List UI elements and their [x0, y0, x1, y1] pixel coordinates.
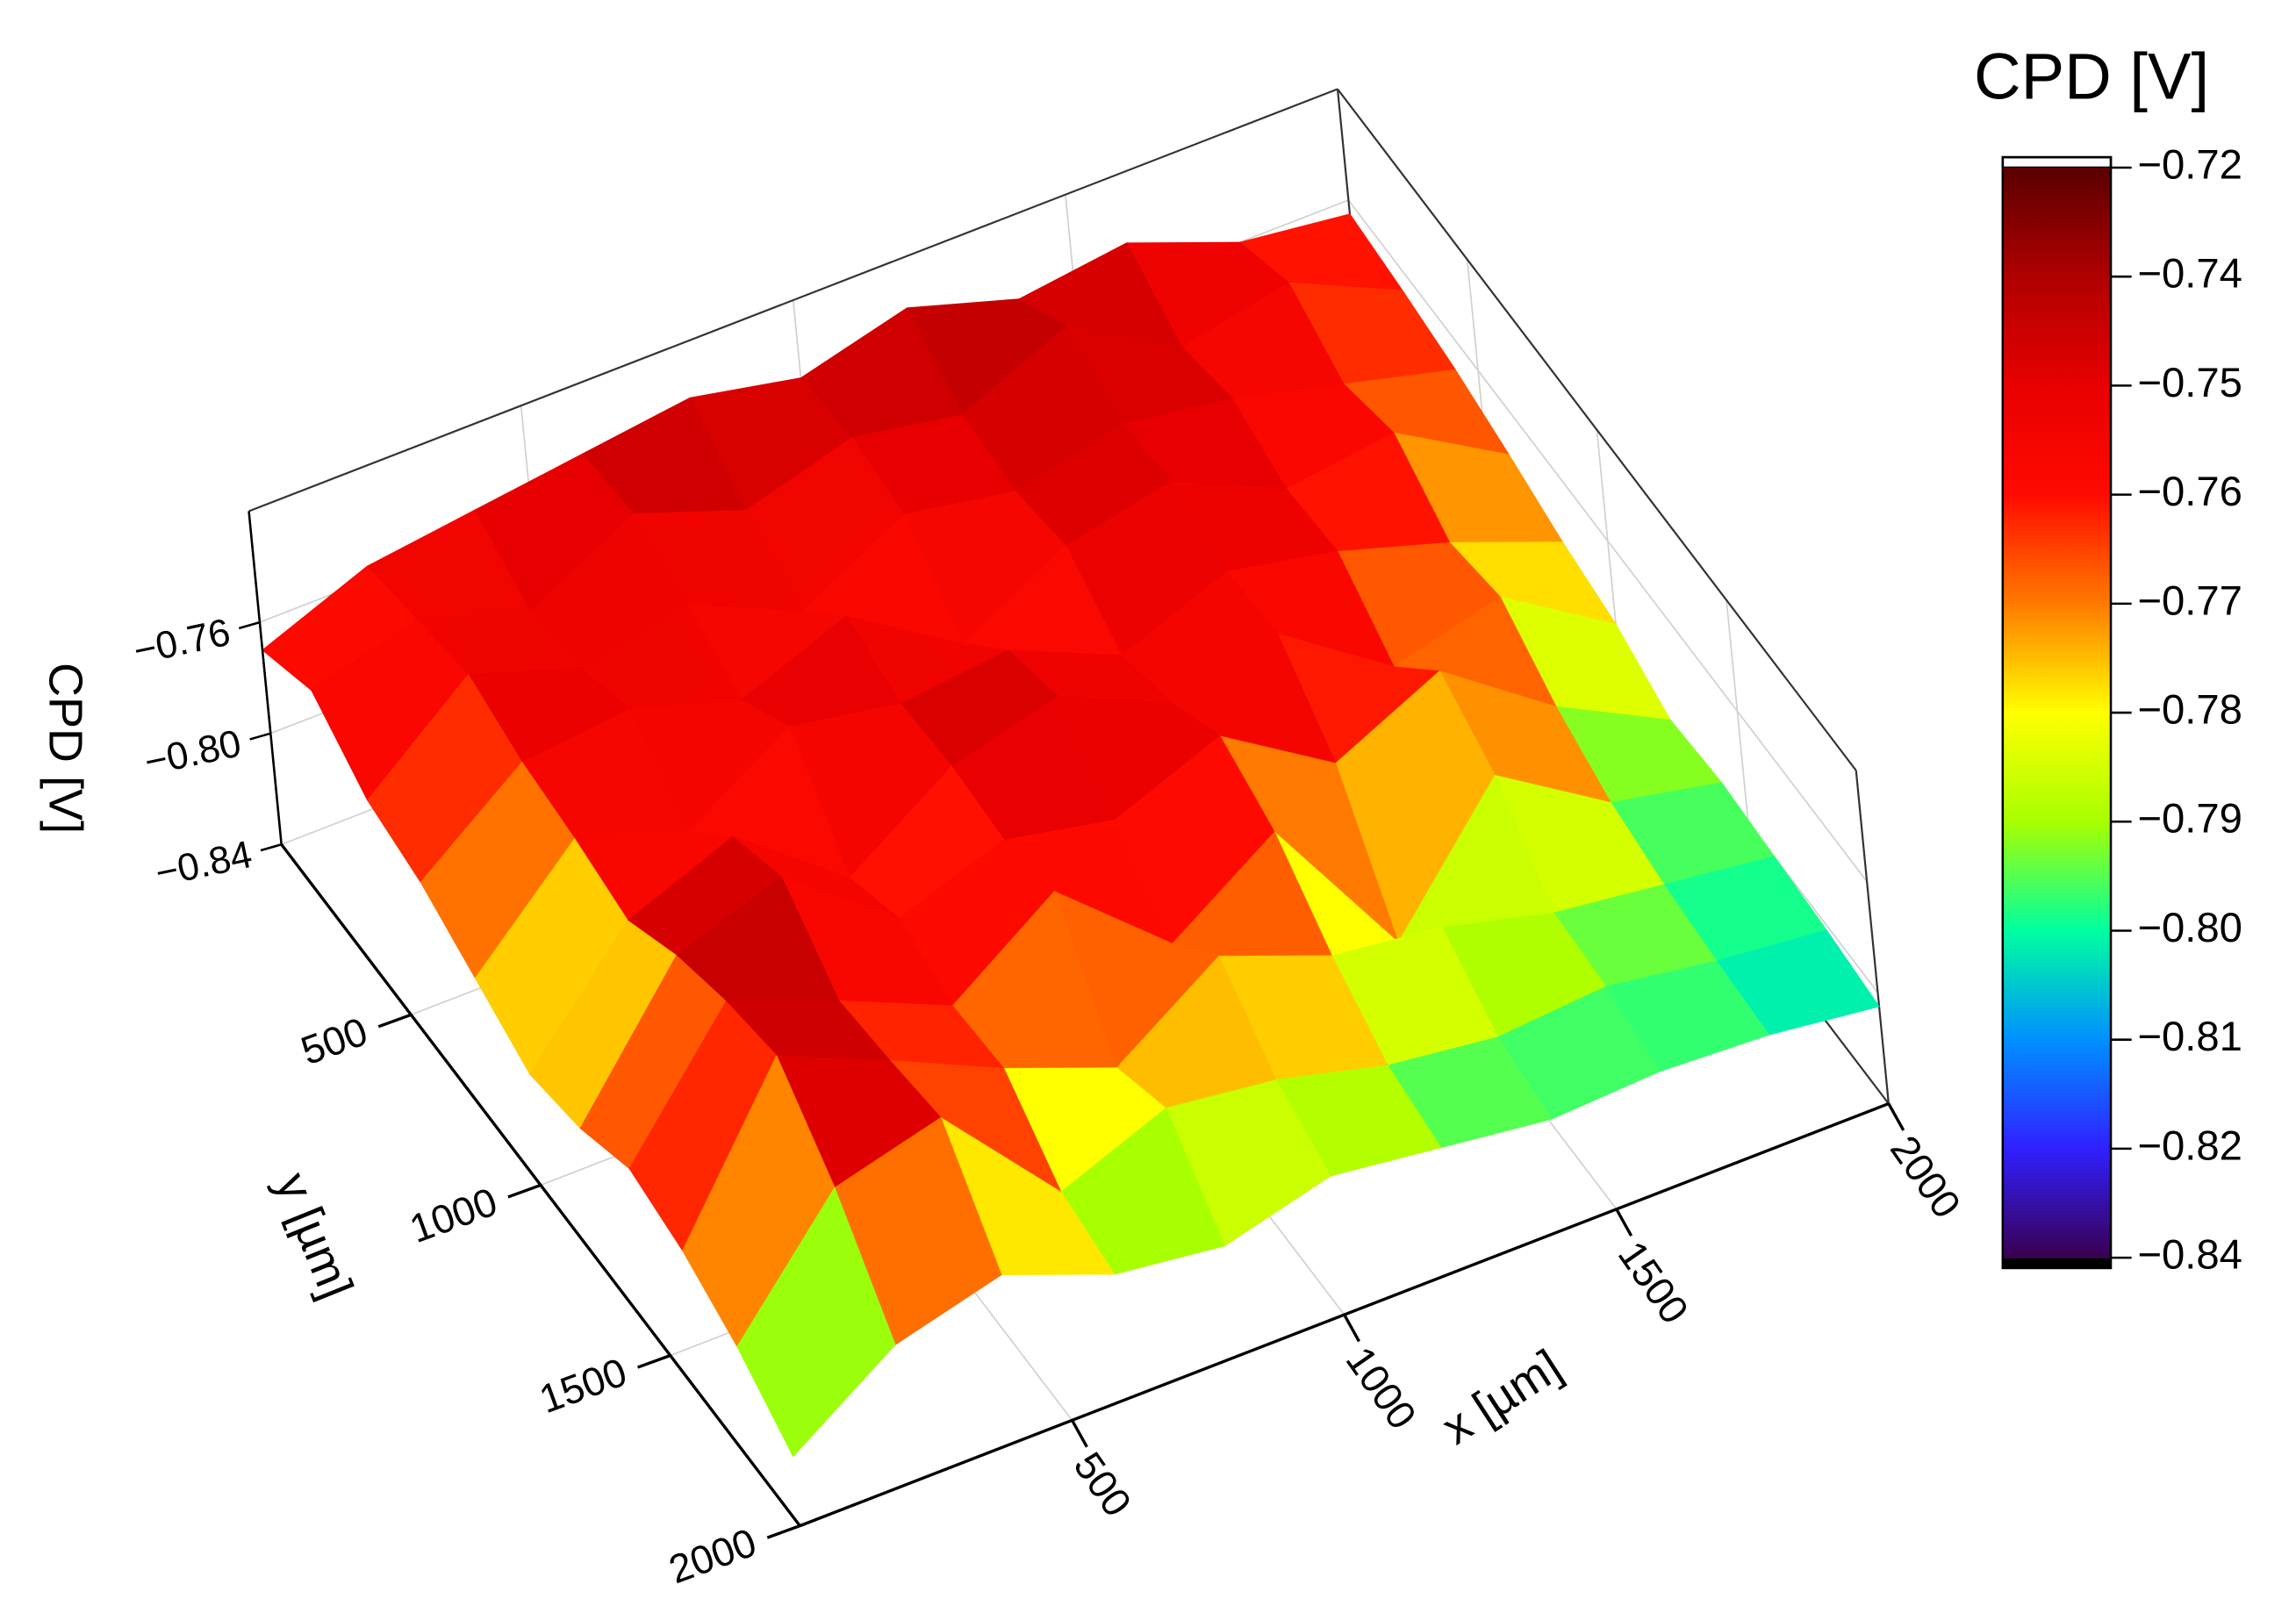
y-tick-label: 500 — [295, 1008, 373, 1073]
colorbar-tick-label: −0.75 — [2137, 360, 2242, 406]
colorbar-tick-label: −0.82 — [2137, 1122, 2242, 1169]
y-tick — [636, 1353, 671, 1369]
y-tick — [377, 1013, 412, 1029]
colorbar-tick-label: −0.74 — [2137, 251, 2242, 298]
z-tick — [249, 732, 271, 741]
z-tick-label: −0.84 — [152, 833, 256, 895]
box-edge — [1855, 770, 1890, 1104]
y-tick — [507, 1183, 542, 1199]
x-tick — [1071, 1419, 1088, 1448]
y-tick-label: 1000 — [404, 1179, 503, 1251]
colorbar-tick-label: −0.79 — [2137, 796, 2242, 842]
z-tick-label: −0.76 — [130, 611, 234, 673]
box-edge — [248, 88, 1338, 513]
x-tick — [1615, 1208, 1633, 1237]
y-tick-label: 1500 — [534, 1350, 633, 1423]
colorbar-tick-label: −0.80 — [2137, 905, 2242, 951]
colorbar-tick-label: −0.84 — [2137, 1232, 2242, 1279]
y-tick-label: 2000 — [664, 1520, 763, 1593]
z-axis-label: CPD [V] — [39, 663, 92, 834]
colorbar-tick-label: −0.81 — [2137, 1014, 2242, 1060]
z-tick-label: −0.80 — [140, 721, 245, 784]
x-axis-label: x [µm] — [1433, 1340, 1571, 1455]
colorbar-tick-label: −0.72 — [2137, 141, 2242, 188]
colorbar-tick-label: −0.77 — [2137, 577, 2242, 624]
colorbar-tick-label: −0.76 — [2137, 469, 2242, 515]
x-tick — [1343, 1314, 1360, 1343]
colorbar — [2002, 167, 2112, 1258]
box-edge — [1337, 88, 1857, 771]
z-tick — [260, 843, 283, 852]
x-tick-label: 500 — [1065, 1445, 1140, 1525]
x-tick-label: 1500 — [1610, 1233, 1697, 1331]
colorbar-cap — [2001, 155, 2113, 169]
colorbar-tick-label: −0.78 — [2137, 687, 2242, 734]
y-axis-label: y [µm] — [265, 1165, 362, 1306]
x-tick-label: 1000 — [1338, 1338, 1425, 1437]
y-tick — [766, 1524, 800, 1539]
z-axis — [248, 511, 283, 845]
x-tick-label: 2000 — [1882, 1128, 1970, 1226]
z-tick — [238, 620, 261, 630]
colorbar-cap — [2002, 1258, 2112, 1268]
surface-cell — [736, 1187, 896, 1458]
x-tick — [1887, 1102, 1905, 1131]
colorbar-title: CPD [V] — [1974, 40, 2209, 113]
